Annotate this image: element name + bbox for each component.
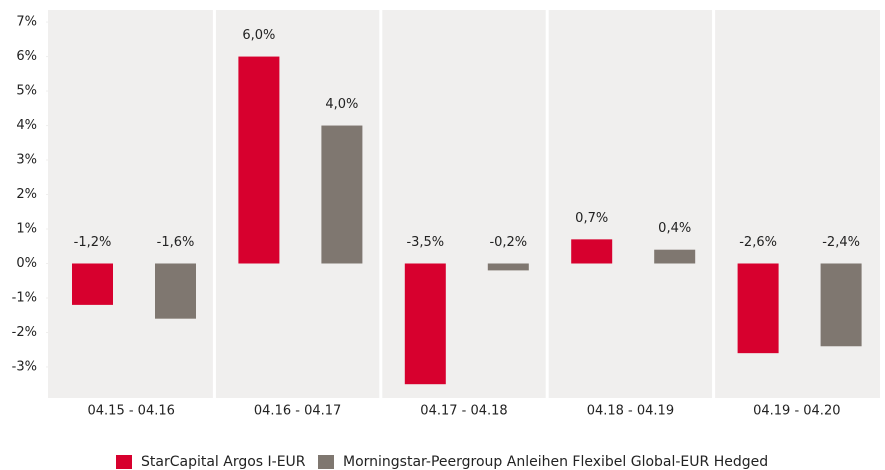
- x-tick-label: 04.16 - 04.17: [254, 404, 341, 419]
- value-label: -1,6%: [157, 235, 195, 250]
- x-tick-label: 04.19 - 04.20: [753, 404, 840, 419]
- bar: [155, 263, 196, 319]
- x-tick-label: 04.17 - 04.18: [420, 404, 507, 419]
- legend-label: StarCapital Argos I-EUR: [141, 454, 306, 470]
- x-tick-label: 04.18 - 04.19: [587, 404, 674, 419]
- y-tick-label: 5%: [16, 84, 37, 99]
- value-label: -0,2%: [489, 235, 527, 250]
- y-tick-label: -3%: [12, 359, 37, 374]
- value-label: -3,5%: [406, 235, 444, 250]
- y-tick-label: 4%: [16, 118, 37, 133]
- value-label: 0,4%: [658, 221, 691, 236]
- y-tick-label: 2%: [16, 187, 37, 202]
- legend-swatch: [116, 455, 132, 469]
- bar: [321, 125, 363, 264]
- legend-label: Morningstar-Peergroup Anleihen Flexibel …: [343, 454, 768, 470]
- y-tick-label: 6%: [16, 49, 37, 64]
- y-tick-label: 3%: [16, 153, 37, 168]
- bar: [737, 263, 779, 354]
- y-tick-label: 7%: [16, 15, 37, 30]
- value-label: 6,0%: [242, 28, 275, 43]
- value-label: -1,2%: [74, 235, 112, 250]
- bar: [238, 56, 280, 264]
- legend-swatch: [318, 455, 334, 469]
- bar: [404, 263, 446, 385]
- bar: [72, 263, 113, 305]
- value-label: 4,0%: [325, 97, 358, 112]
- y-tick-label: 0%: [16, 256, 37, 271]
- bar: [571, 239, 613, 264]
- bar: [820, 263, 862, 347]
- x-tick-label: 04.15 - 04.16: [88, 404, 175, 419]
- value-label: 0,7%: [575, 211, 608, 226]
- value-label: -2,6%: [739, 235, 777, 250]
- y-tick-label: -2%: [12, 325, 37, 340]
- y-tick-label: -1%: [12, 290, 37, 305]
- bar: [487, 263, 529, 271]
- bar: [654, 249, 696, 264]
- value-label: -2,4%: [822, 235, 860, 250]
- y-tick-label: 1%: [16, 222, 37, 237]
